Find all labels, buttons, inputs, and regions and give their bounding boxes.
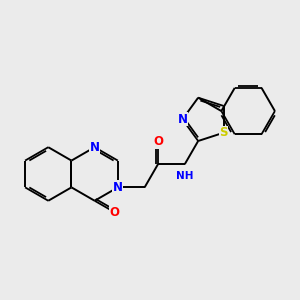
- Text: N: N: [90, 141, 100, 154]
- Text: N: N: [113, 181, 123, 194]
- Text: NH: NH: [176, 171, 194, 181]
- Text: S: S: [219, 126, 228, 139]
- Text: N: N: [177, 113, 188, 126]
- Text: O: O: [153, 135, 163, 148]
- Text: O: O: [110, 206, 119, 219]
